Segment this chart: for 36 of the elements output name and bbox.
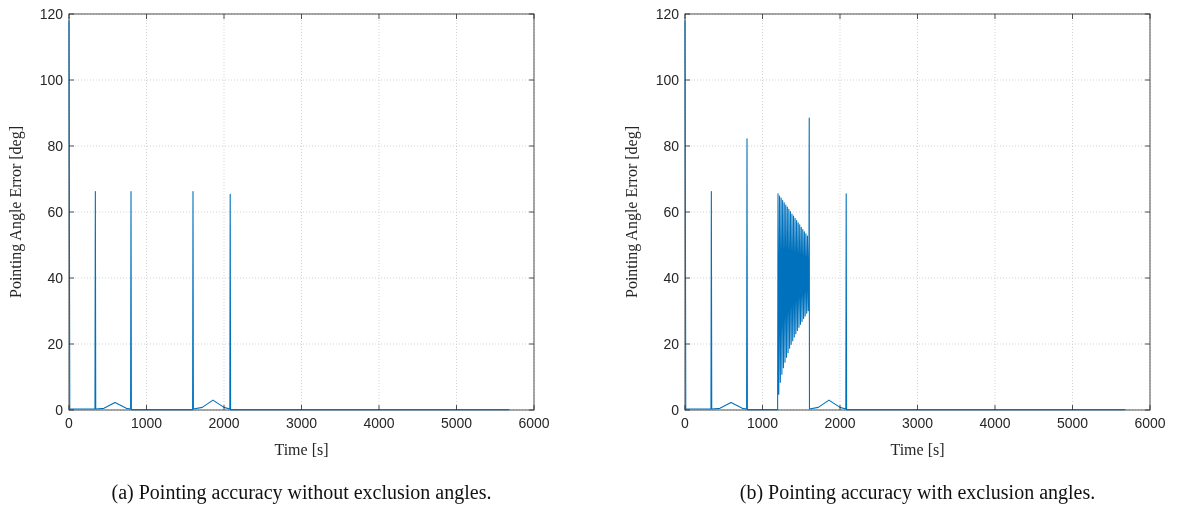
x-tick-label: 3000 xyxy=(901,415,934,431)
y-tick-label: 40 xyxy=(47,269,64,286)
x-tick-label: 6000 xyxy=(518,415,550,431)
y-tick-label: 80 xyxy=(47,137,64,154)
y-tick-label: 120 xyxy=(655,5,680,22)
x-tick-label: 5000 xyxy=(1056,415,1089,431)
y-tick-label: 20 xyxy=(47,335,64,352)
y-tick-label: 120 xyxy=(39,5,64,22)
text: (b) Pointing accuracy with exclusion angles. xyxy=(739,481,1096,504)
x-tick-label: 4000 xyxy=(363,415,395,431)
y-tick-label: 80 xyxy=(663,137,680,154)
y-tick-label: 100 xyxy=(655,71,680,88)
x-tick-label: 4000 xyxy=(979,415,1011,431)
text: (a) Pointing accuracy without exclusion angles. xyxy=(111,481,492,504)
x-tick-label: 0 xyxy=(681,415,690,431)
y-tick-label: 0 xyxy=(671,401,680,418)
y-tick-label: 60 xyxy=(663,203,680,220)
x-axis-title: Time [s] xyxy=(274,441,329,458)
x-axis-title: Time [s] xyxy=(890,441,945,458)
x-tick-label: 0 xyxy=(65,415,74,431)
x-tick-label: 1000 xyxy=(130,415,163,431)
y-tick-label: 40 xyxy=(663,269,680,286)
line-series xyxy=(68,20,510,411)
y-tick-label: 100 xyxy=(39,71,64,88)
y-axis-title: Pointing Angle Error [deg] xyxy=(623,126,641,298)
x-tick-label: 1000 xyxy=(746,415,779,431)
x-tick-label: 3000 xyxy=(285,415,318,431)
y-tick-label: 20 xyxy=(663,335,680,352)
x-tick-label: 5000 xyxy=(440,415,473,431)
line-series xyxy=(684,20,1126,411)
y-tick-label: 60 xyxy=(47,203,64,220)
y-tick-label: 0 xyxy=(55,401,64,418)
x-tick-label: 6000 xyxy=(1134,415,1166,431)
x-tick-label: 2000 xyxy=(208,415,240,431)
y-axis-title: Pointing Angle Error [deg] xyxy=(7,126,25,298)
x-tick-label: 2000 xyxy=(824,415,856,431)
